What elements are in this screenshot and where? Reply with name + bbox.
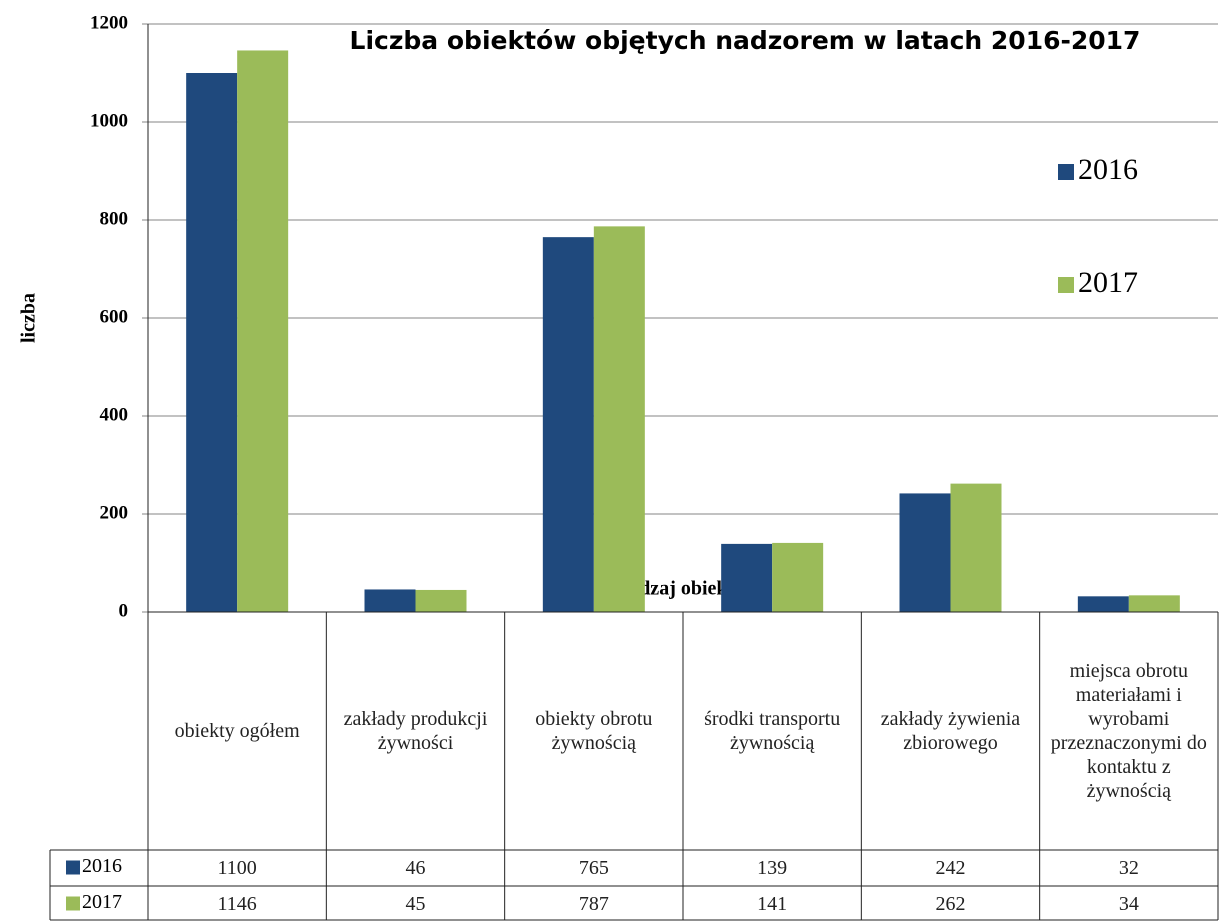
category-label: miejsca obrotu materiałami i wyrobami pr… [1050,660,1207,802]
bar [772,542,824,612]
bar [593,226,645,612]
table-value: 45 [405,892,426,915]
table-value: 242 [935,856,966,879]
y-tick-label: 600 [100,306,129,327]
y-tick-label: 1000 [90,110,128,131]
category-label: obiekty ogółem [174,720,300,742]
y-axis-label: liczba [18,293,40,343]
bar [1077,596,1129,612]
y-tick-label: 0 [119,600,129,621]
y-tick-label: 400 [100,404,129,425]
category-label: zakłady produkcji żywności [343,708,488,754]
table-row-label: 2016 [82,855,122,877]
table-value: 1146 [217,892,257,915]
y-tick-label: 200 [100,502,129,523]
table-key [66,896,80,911]
legend-label: 2016 [1078,153,1138,186]
table-value: 262 [935,892,966,915]
table-row-label: 2017 [82,891,122,913]
bar [721,543,773,612]
bar [415,589,467,612]
y-tick-label: 800 [100,208,129,229]
bar [542,237,594,612]
x-axis-label: rodzaj obiektu [621,578,746,600]
bar [899,493,951,612]
chart-title: Liczba obiektów objętych nadzorem w lata… [350,26,1141,55]
table-value: 765 [578,856,609,879]
table-value: 34 [1118,892,1139,915]
table-value: 32 [1118,856,1139,879]
table-value: 139 [757,856,788,879]
table-value: 46 [405,856,426,879]
table-key [66,860,80,875]
bar [237,50,289,612]
category-label: środki transportu żywnością [704,708,841,754]
legend-swatch [1058,277,1074,293]
table-value: 787 [578,892,609,915]
legend-swatch [1058,164,1074,180]
table-value: 141 [757,892,788,915]
legend-label: 2017 [1078,266,1138,299]
bar [186,73,238,612]
y-tick-label: 1200 [90,12,128,33]
category-label: zakłady żywienia zbiorowego [880,708,1021,754]
category-label: obiekty obrotu żywnością [535,708,653,754]
bar [1128,595,1180,612]
bar [950,483,1002,612]
table-value: 1100 [217,856,257,879]
bar [364,589,416,612]
